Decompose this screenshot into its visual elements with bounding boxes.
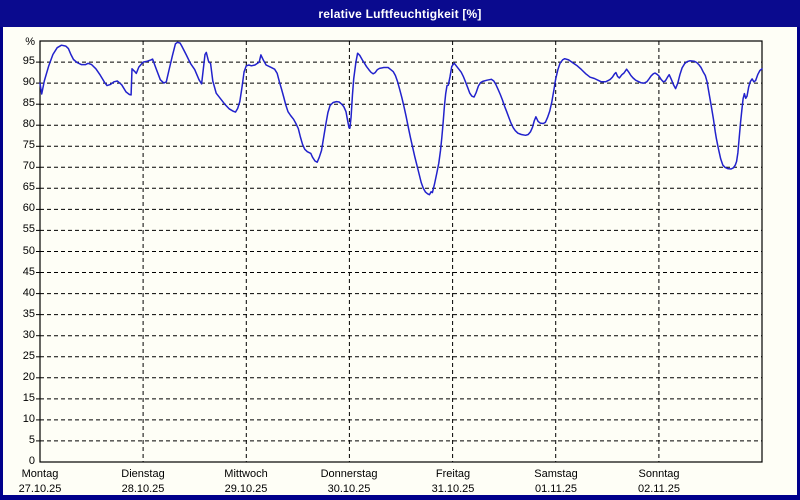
window-title: relative Luftfeuchtigkeit [%] <box>318 6 482 21</box>
titlebar: relative Luftfeuchtigkeit [%] <box>0 0 800 27</box>
humidity-line <box>39 41 763 196</box>
plot-border <box>39 40 763 463</box>
chart-area: % 0 5 10 15 20 25 30 35 40 45 50 55 60 65 70 75 80 85 90 95 M… <box>3 27 797 495</box>
